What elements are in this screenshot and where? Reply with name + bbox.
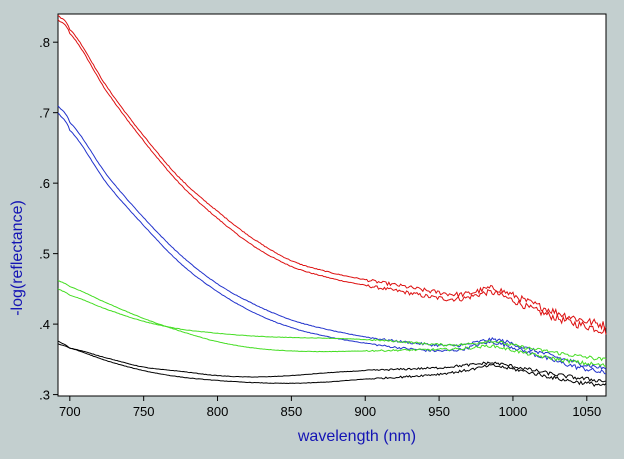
series-line	[57, 288, 607, 362]
x-tick-label: 1050	[572, 404, 601, 419]
x-tick-label: 1000	[498, 404, 527, 419]
series-line	[57, 19, 607, 335]
x-tick-label: 700	[59, 404, 81, 419]
series-line	[57, 280, 607, 367]
series-line	[57, 15, 607, 331]
series-line	[57, 340, 607, 387]
y-tick-label: .5	[39, 247, 50, 262]
series-line	[57, 105, 607, 370]
y-tick-label: .7	[39, 106, 50, 121]
x-tick-label: 900	[354, 404, 376, 419]
series-line	[57, 343, 607, 383]
y-tick-label: .4	[39, 317, 50, 332]
x-tick-label: 800	[207, 404, 229, 419]
x-axis-title: wavelength (nm)	[297, 428, 416, 445]
x-tick-label: 850	[281, 404, 303, 419]
y-axis-title: -log(reflectance)	[9, 200, 26, 316]
y-tick-label: .3	[39, 388, 50, 403]
series-line	[57, 112, 607, 375]
series-layer	[57, 15, 607, 387]
x-tick-label: 950	[428, 404, 450, 419]
y-tick-label: .6	[39, 176, 50, 191]
x-tick-label: 750	[133, 404, 155, 419]
y-tick-label: .8	[39, 35, 50, 50]
plot-area	[57, 13, 607, 397]
axis-layer: 700 750 800 850 900 950 1000 1050 .3 .4 .5 .6 .7 .8	[39, 35, 601, 419]
